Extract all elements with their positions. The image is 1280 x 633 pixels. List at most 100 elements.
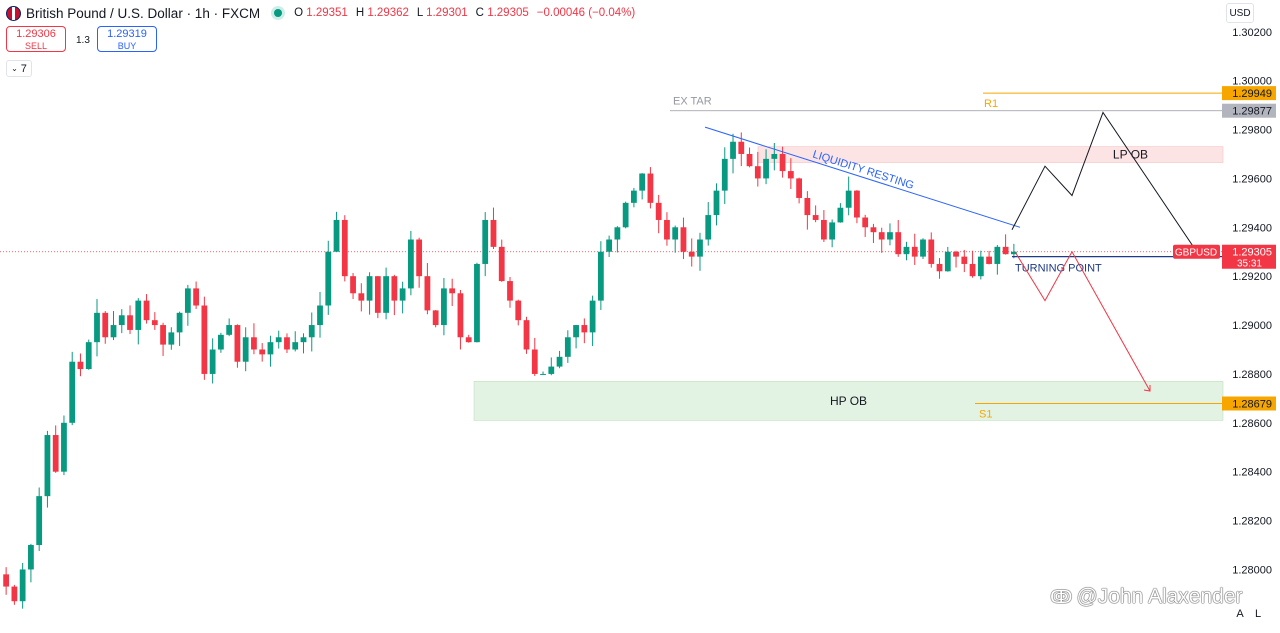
candle-body xyxy=(862,217,869,228)
y-tick-label: 1.28200 xyxy=(1232,516,1272,528)
buy-price: 1.29319 xyxy=(107,28,147,40)
candle-body xyxy=(787,171,794,179)
candle-body xyxy=(102,312,109,338)
candle-body xyxy=(151,320,158,326)
candle-body xyxy=(465,337,472,343)
candle-body xyxy=(366,276,373,301)
candle-body xyxy=(407,239,414,289)
trendline xyxy=(704,126,1021,228)
symbol-header: British Pound / U.S. Dollar · 1h · FXCM … xyxy=(6,4,635,22)
candle-body xyxy=(664,219,670,240)
candle-body xyxy=(961,256,968,264)
candle-body xyxy=(944,251,951,272)
candle-body xyxy=(556,356,563,367)
candle-body xyxy=(1010,251,1017,255)
axis-label-r1-bg xyxy=(1222,86,1276,101)
spread-value: 1.3 xyxy=(76,35,90,46)
candle-body xyxy=(887,232,893,240)
weibo-icon: ↂ xyxy=(1050,587,1073,607)
candle-body xyxy=(176,312,183,333)
candle-body xyxy=(730,141,736,159)
candle-body xyxy=(498,246,505,282)
candle-body xyxy=(399,288,406,301)
candle-body xyxy=(820,219,827,240)
candle-body xyxy=(845,190,852,208)
sell-button[interactable]: 1.29306 SELL xyxy=(6,26,66,52)
candle-body xyxy=(614,227,621,240)
auto-scale-button[interactable]: A xyxy=(1236,608,1244,620)
candle-body xyxy=(143,300,150,321)
candle-body xyxy=(597,251,604,301)
y-tick-label: 1.29800 xyxy=(1232,125,1272,137)
symbol-tag: GBPUSD xyxy=(1175,248,1217,259)
candle-body xyxy=(622,202,629,228)
zone-hp-ob xyxy=(473,380,1224,421)
candle-body xyxy=(655,202,662,220)
candle-body xyxy=(903,246,910,255)
y-tick-label: 1.30200 xyxy=(1232,27,1272,39)
y-tick-label: 1.28600 xyxy=(1232,418,1272,430)
watermark: ↂ @John Alaxender xyxy=(1050,585,1243,609)
candle-body xyxy=(515,300,522,321)
candle-body xyxy=(135,300,142,330)
level-label-ex-tar: EX TAR xyxy=(673,96,712,108)
candle-body xyxy=(771,153,778,159)
y-tick-label: 1.28800 xyxy=(1232,369,1272,381)
candle-body xyxy=(118,315,125,326)
candle-body xyxy=(589,300,596,333)
currency-selector[interactable]: USD xyxy=(1226,3,1254,23)
candle-body xyxy=(895,232,902,255)
candle-body xyxy=(416,239,423,277)
candle-body xyxy=(507,281,513,301)
candle-body xyxy=(341,219,348,277)
candle-body xyxy=(746,153,753,167)
candle-body xyxy=(936,263,943,272)
candle-body xyxy=(672,227,679,240)
candle-body xyxy=(11,586,18,602)
candle-body xyxy=(490,219,497,247)
candle-body xyxy=(540,373,546,375)
level-label-s1: S1 xyxy=(979,409,992,421)
axis-label-ex-tar: 1.29877 xyxy=(1232,106,1272,118)
candle-body xyxy=(201,305,208,374)
axis-label-ex-tar-bg xyxy=(1222,103,1276,118)
candle-body xyxy=(218,334,224,350)
candle-body xyxy=(85,342,92,370)
candle-body xyxy=(94,312,100,343)
ohlc-high: H 1.29362 xyxy=(355,7,409,19)
sell-label: SELL xyxy=(24,41,48,51)
candle-body xyxy=(424,276,431,311)
candle-body xyxy=(986,256,992,264)
ohlc-change: −0.00046 (−0.04%) xyxy=(536,7,636,19)
candle-body xyxy=(705,215,712,240)
candle-body xyxy=(242,337,249,362)
candle-body xyxy=(548,366,555,374)
axis-label-s1: 1.28679 xyxy=(1232,399,1272,411)
log-scale-button[interactable]: L xyxy=(1254,608,1262,620)
candle-body xyxy=(28,545,34,570)
buy-label: BUY xyxy=(117,41,137,51)
candle-body xyxy=(36,496,43,546)
buy-button[interactable]: 1.29319 BUY xyxy=(97,26,157,52)
candle-body xyxy=(763,158,769,179)
candle-body xyxy=(259,349,266,355)
candle-body xyxy=(911,246,918,257)
zone-label: LP OB xyxy=(1113,148,1148,162)
candle-body xyxy=(77,361,84,370)
indicators-toggle[interactable]: ⌄ 7 xyxy=(6,60,32,77)
indicators-count: 7 xyxy=(20,62,27,75)
candle-body xyxy=(325,251,332,306)
candle-body xyxy=(994,246,1001,264)
candle-body xyxy=(647,173,654,203)
candle-body xyxy=(837,207,844,223)
candle-body xyxy=(19,569,26,602)
candle-body xyxy=(878,232,885,240)
symbol-title[interactable]: British Pound / U.S. Dollar · 1h · FXCM xyxy=(26,5,261,21)
candle-body xyxy=(308,325,315,338)
candle-body xyxy=(432,310,439,326)
candle-body xyxy=(127,315,133,330)
ohlc-open: O 1.29351 xyxy=(294,7,348,19)
candle-body xyxy=(928,239,935,264)
candle-body xyxy=(482,219,489,264)
